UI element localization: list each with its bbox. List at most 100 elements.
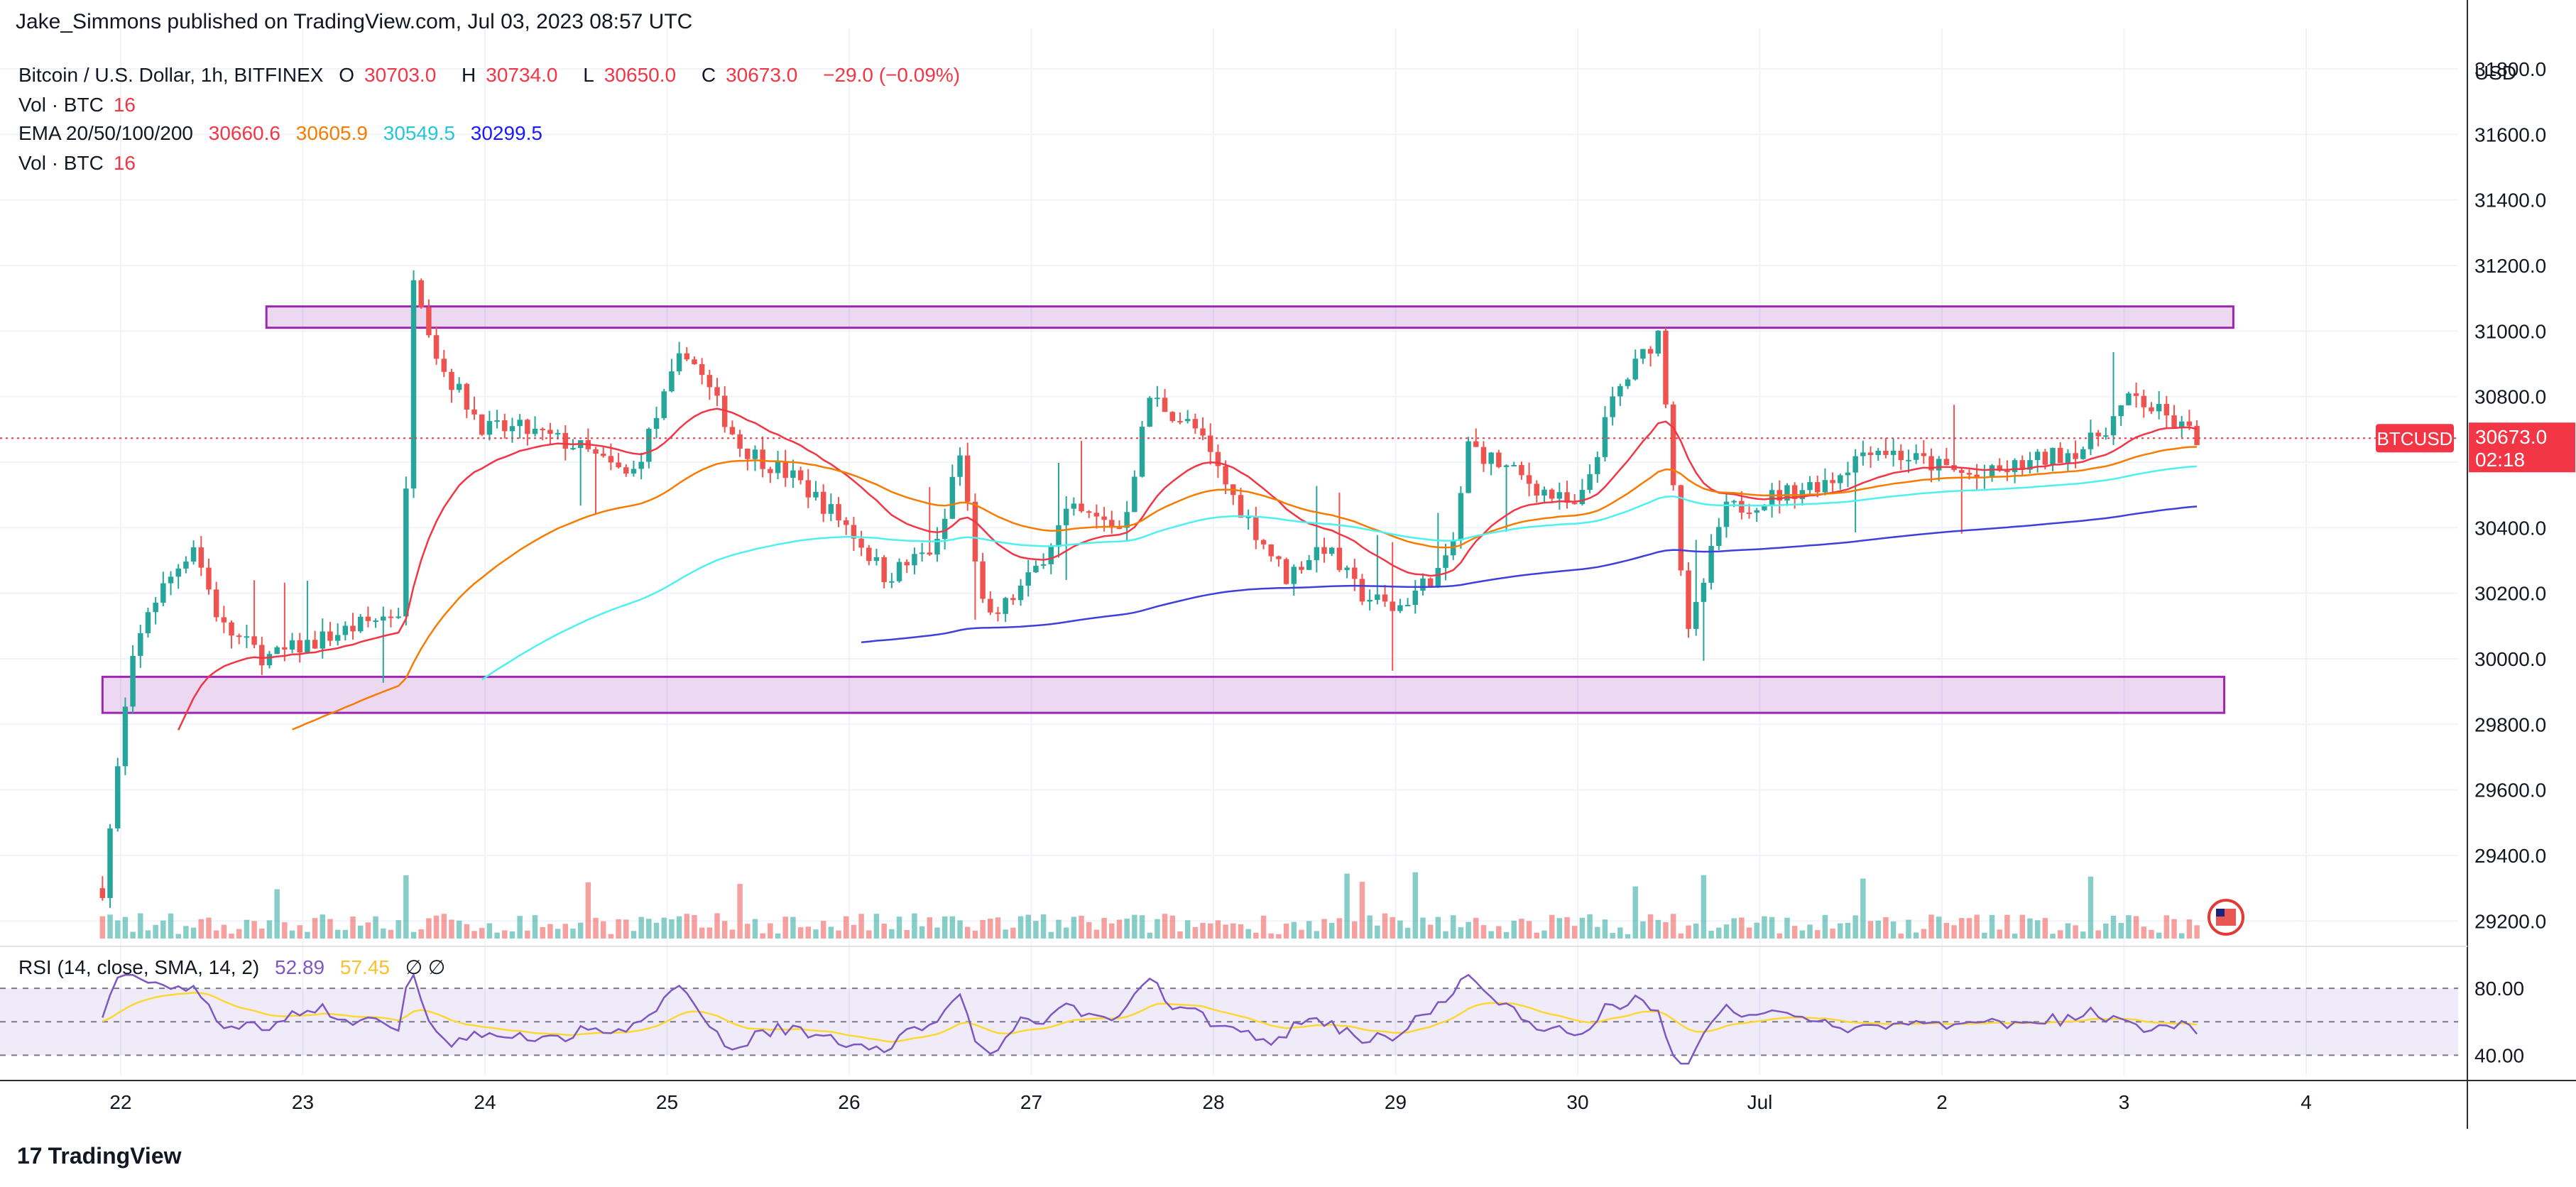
volume-bar [706,927,713,939]
candle-body [919,552,925,554]
ema200-line [861,505,2198,644]
candle-body [2019,460,2026,470]
volume-bar [1913,932,1919,939]
volume-bar [1519,919,1524,939]
candle-body [1025,572,1031,586]
volume-bar [289,930,295,939]
volume-bar [456,920,462,939]
ema20-value: 30660.6 [208,122,280,144]
candle-body [388,616,394,618]
volume-bar [1147,932,1152,939]
candle-body [1079,503,1084,512]
volume-bar [342,929,349,939]
candle-body [1595,456,1600,474]
candle-body [1852,456,1858,473]
candle-body [1040,564,1047,566]
candle-body [669,371,675,392]
candle-body [676,353,682,372]
rsi-tick-label: 40.00 [2474,1044,2524,1066]
volume-bar [274,889,280,939]
volume-bar [638,917,644,939]
volume-bar [1860,878,1866,939]
currency-label: USD [2474,62,2516,84]
volume-bar [896,917,902,939]
candle-body [1655,330,1661,354]
volume-bar [2103,923,2109,939]
candle-body [1466,441,1471,493]
volume-bar [1071,917,1077,939]
candle-body [1420,578,1426,591]
candle-body [813,491,819,498]
candle-body [395,616,401,618]
candle-body [381,616,386,621]
candle-body [1473,441,1479,447]
volume-bar [1276,934,1282,939]
volume-bar [1625,934,1631,939]
candle-body [2178,421,2185,427]
symbol-tag-bg [2376,424,2454,453]
candle-body [373,620,378,623]
volume-bar [616,919,621,939]
candle-body [1306,559,1312,570]
candle-body [1731,500,1737,503]
volume-bar [1921,929,1927,939]
candle-body [1519,465,1524,476]
volume-bar [320,914,326,939]
volume-bar [1443,931,1448,939]
legend-ohlc: Bitcoin / U.S. Dollar, 1h, BITFINEX O 307… [18,64,961,86]
candle-body [1184,419,1191,422]
volume-bar [737,884,743,939]
candle-body [1716,527,1722,547]
candle-body [1921,453,1927,456]
candle-body [1670,404,1676,486]
volume-bar [1079,915,1084,939]
volume-bar [752,919,758,939]
volume-bar [198,919,204,939]
volume-bar [988,918,993,939]
volume-bar [805,926,812,939]
volume-bar [1458,927,1464,939]
candle-body [1101,516,1107,520]
candle-body [836,504,841,520]
rsi-value: 52.89 [275,956,325,978]
candle-body [1268,544,1274,557]
volume-bar [2194,925,2200,939]
candle-body [1427,578,1434,588]
candle-body [1192,419,1199,429]
rsi-legend: RSI (14, close, SMA, 14, 2) 52.89 57.45 … [18,956,446,978]
candle-body [1875,450,1881,456]
candle-body [1147,398,1152,427]
candle-body [843,520,849,525]
rsi-sma-line [102,991,2198,1043]
volume-bar [646,919,652,939]
symbol-title[interactable]: Bitcoin / U.S. Dollar, 1h, BITFINEX [18,64,324,86]
candle-body [1238,495,1244,518]
volume-bar [570,929,576,939]
symbol-tag: BTCUSD [2377,428,2453,449]
candle-body [768,469,773,474]
candle-body [426,307,432,336]
volume-bar [562,924,569,939]
tradingview-brand[interactable]: 17 TradingView [17,1143,182,1169]
candle-body [221,617,227,623]
candle-body [684,353,690,360]
volume-bar [1283,924,1289,939]
open-value: 30703.0 [364,64,437,86]
volume-bar [768,923,773,939]
volume-bar [312,918,318,939]
volume-bars [99,872,2200,939]
candle-body [2171,415,2177,427]
volume-bar [145,930,151,939]
volume-bar [1959,918,1965,939]
volume-bar [2156,932,2162,939]
candle-body [1443,555,1448,568]
candle-body [896,562,902,581]
ema-lines [178,407,2198,731]
volume-bar [1587,914,1593,939]
volume-bar [692,914,697,939]
candle-body [1549,489,1555,499]
volume-bar [1238,924,1244,939]
candle-body [1480,447,1487,464]
volume-bar [547,924,553,939]
